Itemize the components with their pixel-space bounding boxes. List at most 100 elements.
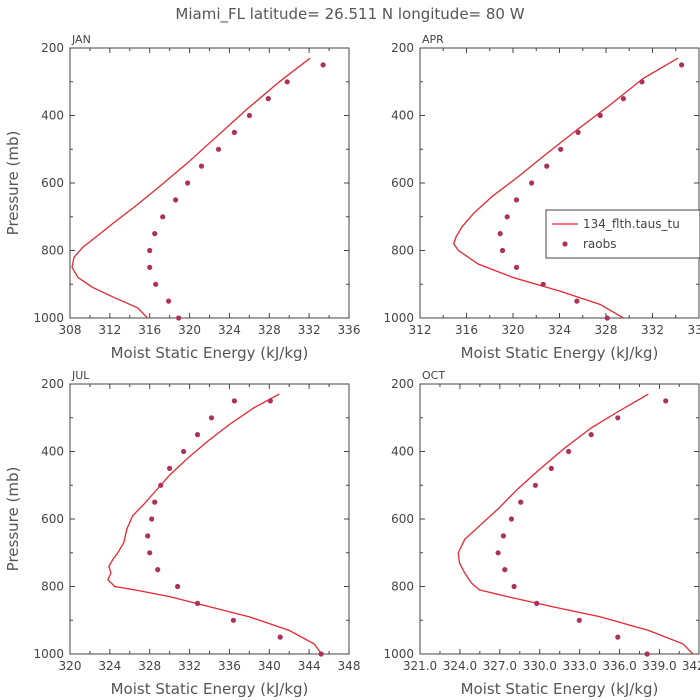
- x-tick-label: 330.0: [523, 659, 557, 673]
- x-tick-label: 324: [98, 659, 121, 673]
- raob-point: [644, 651, 650, 657]
- plot-frame: [419, 47, 700, 319]
- y-tick-label: 400: [41, 445, 64, 459]
- raob-point: [152, 499, 158, 505]
- raob-point: [575, 129, 581, 135]
- x-tick-label: 332: [178, 659, 201, 673]
- raob-point: [267, 398, 273, 404]
- raob-point: [166, 298, 172, 304]
- x-tick-label: 332: [641, 323, 664, 337]
- y-tick-label: 200: [41, 41, 64, 55]
- raob-point: [176, 315, 182, 321]
- y-tick-label: 800: [391, 580, 414, 594]
- x-tick-label: 336: [218, 659, 241, 673]
- plot-frame: [69, 47, 350, 319]
- x-tick-label: 339.0: [642, 659, 676, 673]
- x-tick-label: 320: [178, 323, 201, 337]
- raob-point: [160, 214, 166, 220]
- raob-point: [495, 550, 501, 556]
- raob-point: [167, 465, 173, 471]
- y-tick-label: 800: [41, 580, 64, 594]
- raob-point: [497, 231, 503, 237]
- raob-point: [231, 129, 237, 135]
- x-tick-label: 308: [59, 323, 82, 337]
- month-label: JAN: [71, 33, 91, 46]
- x-tick-label: 328: [595, 323, 618, 337]
- y-tick-label: 200: [41, 377, 64, 391]
- raob-point: [158, 482, 164, 488]
- y-tick-label: 600: [41, 512, 64, 526]
- x-tick-label: 316: [138, 323, 161, 337]
- raob-point: [208, 415, 215, 421]
- raob-point: [149, 516, 155, 522]
- x-tick-label: 320: [502, 323, 525, 337]
- raob-point: [620, 96, 627, 102]
- raob-point: [576, 617, 582, 623]
- raob-point: [198, 163, 205, 169]
- x-tick-label: 340: [258, 659, 281, 673]
- raob-point: [604, 315, 610, 321]
- raob-point: [679, 62, 685, 68]
- panel-jul: JUL 320 324 328 332 336 340 344 348 200 400 600 800 1…: [4, 369, 360, 698]
- x-tick-label: 327.0: [483, 659, 517, 673]
- raob-point: [499, 247, 506, 254]
- y-axis-label: Pressure (mb): [4, 467, 22, 572]
- model-profile-line: [71, 57, 311, 318]
- legend-obs-label: raobs: [583, 237, 617, 251]
- y-tick-label: 400: [391, 109, 414, 123]
- raob-point: [147, 550, 153, 556]
- raob-point: [574, 298, 580, 304]
- month-label: OCT: [422, 369, 445, 382]
- raob-point: [194, 432, 201, 438]
- model-profile-line: [457, 393, 694, 654]
- raob-point: [230, 617, 236, 623]
- y-tick-label: 600: [391, 512, 414, 526]
- x-tick-label: 324: [218, 323, 241, 337]
- raob-point: [615, 415, 621, 421]
- x-tick-label: 321.0: [403, 659, 437, 673]
- x-tick-label: 328: [258, 323, 281, 337]
- raob-point: [173, 197, 179, 203]
- y-tick-label: 600: [41, 176, 64, 190]
- raob-point: [513, 264, 520, 270]
- panel-oct: OCT 321.0 324.0 327.0 330.0 333.0 336.0 339.0 34…: [383, 369, 700, 698]
- raob-point: [597, 112, 603, 119]
- raob-point: [194, 600, 201, 607]
- y-tick-label: 400: [41, 109, 64, 123]
- raob-point: [548, 465, 554, 471]
- x-tick-label: 316: [455, 323, 478, 337]
- raob-point: [504, 214, 510, 220]
- raob-point: [155, 567, 161, 573]
- raob-point: [185, 180, 191, 186]
- x-tick-label: 328: [138, 659, 161, 673]
- raob-point: [518, 499, 524, 505]
- raob-point: [566, 448, 572, 455]
- model-profile-line: [452, 57, 679, 318]
- legend-box: [545, 209, 700, 259]
- x-tick-label: 336: [688, 323, 700, 337]
- raob-point: [663, 398, 669, 404]
- x-tick-label: 312: [98, 323, 121, 337]
- legend-obs-marker: [562, 241, 568, 247]
- raob-point: [513, 197, 520, 203]
- raob-point: [534, 600, 540, 607]
- raob-point: [639, 79, 645, 85]
- raob-point: [277, 634, 283, 640]
- raob-point: [529, 180, 535, 186]
- x-tick-label: 333.0: [562, 659, 596, 673]
- legend: 134_flth.taus_tu raobs: [545, 209, 700, 259]
- x-tick-label: 320: [59, 659, 82, 673]
- x-axis-label: Moist Static Energy (kJ/kg): [461, 344, 659, 362]
- y-tick-label: 1000: [383, 647, 414, 661]
- raob-point: [147, 264, 153, 270]
- x-axis-label: Moist Static Energy (kJ/kg): [111, 344, 309, 362]
- month-label: APR: [422, 33, 444, 46]
- raob-point: [181, 448, 187, 455]
- raob-point: [615, 634, 621, 640]
- raob-point: [145, 533, 151, 539]
- panel-jan: JAN 308 312 316 320 324 328 332 336 200 400 600 800 1…: [4, 33, 360, 362]
- x-axis-label: Moist Static Energy (kJ/kg): [111, 680, 309, 698]
- raob-point: [175, 583, 181, 590]
- y-axis-label: Pressure (mb): [4, 131, 22, 236]
